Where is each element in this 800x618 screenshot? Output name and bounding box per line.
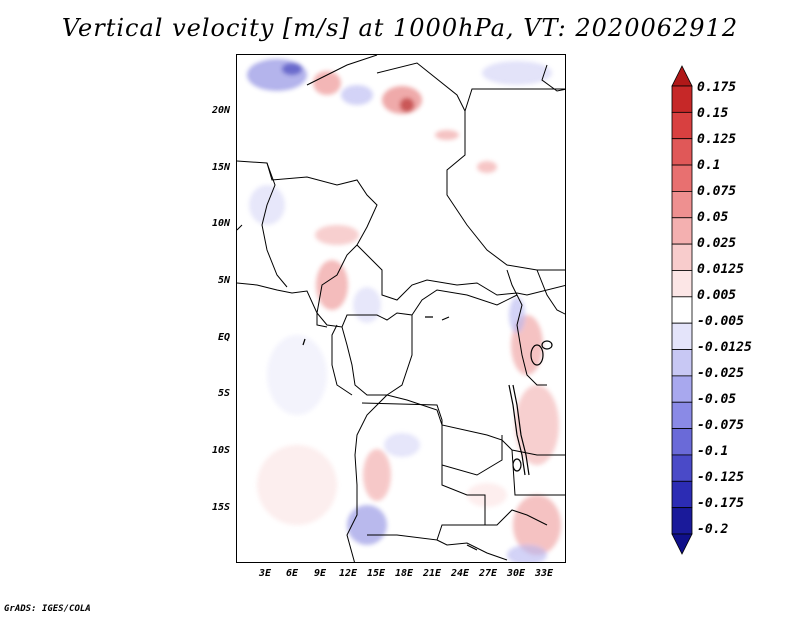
colorbar-label: -0.005: [697, 314, 744, 329]
colorbar-swatch: [671, 401, 693, 429]
colorbar-swatch: [671, 111, 693, 140]
colorbar-swatch: [671, 349, 693, 377]
colorbar-label: 0.075: [697, 184, 737, 199]
colorbar-label: 0.025: [697, 236, 737, 251]
lon-label-27e: 27E: [478, 568, 498, 579]
colorbar-label: 0.0125: [697, 262, 744, 277]
lakes: [302, 316, 553, 551]
colorbar-swatch: [671, 507, 693, 535]
lat-label-10s: 10S: [211, 445, 230, 456]
colorbar-label: -0.05: [697, 392, 737, 407]
lon-label-9e: 9E: [313, 568, 327, 579]
colorbar-label: -0.075: [697, 418, 744, 433]
lat-label-20n: 20N: [211, 105, 230, 116]
colorbar-swatch: [671, 164, 693, 192]
lat-label-5n: 5N: [217, 275, 230, 286]
colorbar: [671, 65, 693, 555]
lon-label-33e: 33E: [534, 568, 554, 579]
velocity-field: [247, 59, 561, 562]
colorbar-label: -0.2: [697, 522, 729, 537]
colorbar-label: -0.125: [697, 470, 744, 485]
colorbar-label: -0.1: [697, 444, 729, 459]
colorbar-swatch: [671, 454, 693, 482]
lon-label-12e: 12E: [338, 568, 358, 579]
colorbar-label: 0.175: [697, 80, 737, 95]
lon-label-6e: 6E: [285, 568, 299, 579]
colorbar-label: -0.0125: [697, 340, 752, 355]
lat-label-5s: 5S: [217, 388, 230, 399]
colorbar-label: 0.125: [697, 132, 737, 147]
lat-label-15n: 15N: [211, 162, 230, 173]
map-canvas: [237, 55, 565, 562]
lon-label-3e: 3E: [258, 568, 272, 579]
colorbar-label: 0.005: [697, 288, 737, 303]
map-panel: [236, 54, 566, 563]
lon-label-21e: 21E: [422, 568, 442, 579]
colorbar-swatch: [671, 85, 693, 113]
colorbar-label: -0.025: [697, 366, 744, 381]
colorbar-label: 0.05: [697, 210, 729, 225]
lon-label-24e: 24E: [450, 568, 470, 579]
colorbar-label: 0.15: [697, 106, 729, 121]
lon-label-18e: 18E: [394, 568, 414, 579]
colorbar-swatch: [671, 375, 693, 403]
colorbar-swatch: [671, 270, 693, 298]
colorbar-swatch: [671, 322, 693, 350]
lat-label-10n: 10N: [211, 218, 230, 229]
colorbar-swatch: [671, 428, 693, 456]
grads-credit: GrADS: IGES/COLA: [4, 604, 91, 614]
country-borders: [237, 55, 565, 562]
colorbar-label: -0.175: [697, 496, 744, 511]
colorbar-swatch: [671, 533, 693, 555]
lat-label-eq: EQ: [217, 332, 230, 343]
lat-label-15s: 15S: [211, 502, 230, 513]
map-title: Vertical velocity [m/s] at 1000hPa, VT: …: [61, 14, 739, 42]
colorbar-swatch: [671, 243, 693, 271]
colorbar-swatch: [671, 296, 693, 324]
colorbar-swatch: [671, 480, 693, 509]
lon-label-30e: 30E: [506, 568, 526, 579]
colorbar-swatch: [671, 138, 693, 166]
lon-label-15e: 15E: [366, 568, 386, 579]
colorbar-swatch: [671, 217, 693, 245]
colorbar-label: 0.1: [697, 158, 721, 173]
colorbar-swatch: [671, 191, 693, 219]
colorbar-swatch: [671, 65, 693, 87]
